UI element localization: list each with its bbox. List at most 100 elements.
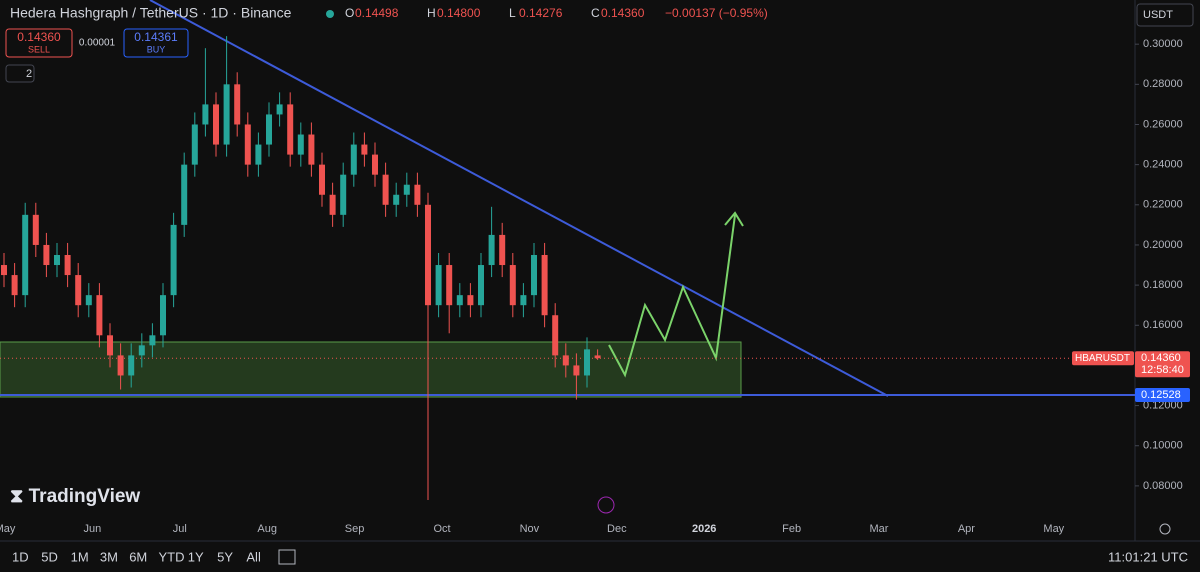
- sell-label: SELL: [28, 44, 50, 54]
- range-button[interactable]: 1M: [71, 549, 89, 564]
- candle-body: [191, 124, 198, 165]
- candle-body: [520, 295, 527, 306]
- y-tick-label: 0.28000: [1143, 78, 1183, 90]
- x-tick-label: Apr: [958, 523, 975, 535]
- x-tick-label: 2026: [692, 523, 716, 535]
- candle-body: [244, 124, 251, 165]
- spread: 0.00001: [79, 38, 116, 49]
- candle-body: [138, 345, 145, 356]
- candle-body: [488, 234, 495, 266]
- candle-body: [340, 174, 347, 215]
- ohlc-value: 0.14498: [355, 6, 399, 20]
- y-tick-label: 0.18000: [1143, 279, 1183, 291]
- ohlc-key: C: [591, 6, 600, 20]
- range-button[interactable]: All: [246, 549, 261, 564]
- y-tick-label: 0.10000: [1143, 440, 1183, 452]
- candle-body: [594, 355, 601, 359]
- watermark-text: TradingView: [29, 486, 141, 507]
- candle-body: [456, 295, 463, 306]
- candle-body: [573, 365, 580, 376]
- candle-body: [478, 265, 484, 306]
- clock: 11:01:21 UTC: [1108, 549, 1188, 564]
- ohlc-key: H: [427, 6, 436, 20]
- candle-body: [202, 104, 209, 125]
- range-button[interactable]: YTD: [159, 549, 185, 564]
- candle-body: [181, 164, 188, 225]
- y-tick-label: 0.20000: [1143, 239, 1183, 251]
- buy-label: BUY: [147, 44, 166, 54]
- candle-body: [149, 335, 156, 346]
- currency-button[interactable]: [1136, 3, 1194, 27]
- candle-body: [584, 349, 590, 376]
- candle-body: [446, 265, 453, 306]
- candle-body: [1, 265, 7, 276]
- candle-body: [531, 254, 537, 296]
- candle-body: [297, 134, 304, 155]
- candle-body: [329, 194, 336, 215]
- candle-body: [350, 144, 357, 175]
- candle-body: [170, 224, 177, 296]
- candle-body: [11, 275, 18, 296]
- range-button[interactable]: 3M: [100, 549, 118, 564]
- candle-body: [255, 144, 262, 165]
- sell-button[interactable]: [5, 28, 73, 58]
- projection-arrow: [724, 211, 744, 227]
- y-tick-label: 0.16000: [1143, 319, 1183, 331]
- candle-body: [403, 184, 410, 195]
- candle-body: [372, 154, 378, 175]
- candle-body: [160, 295, 166, 336]
- candle-body: [552, 315, 559, 356]
- range-button[interactable]: 1Y: [188, 549, 204, 564]
- ohlc-value: 0.14276: [519, 6, 563, 20]
- range-button[interactable]: 5Y: [217, 549, 233, 564]
- events-icon[interactable]: [597, 496, 615, 514]
- candle-body: [22, 214, 29, 296]
- candle-body: [308, 134, 315, 165]
- candle-body: [382, 174, 389, 205]
- candle-body: [562, 355, 569, 366]
- candle-body: [96, 295, 103, 336]
- candle-body: [32, 214, 39, 245]
- range-button[interactable]: 5D: [41, 549, 58, 564]
- y-tick-label: 0.30000: [1143, 38, 1183, 50]
- support-label: 0.12528: [1141, 389, 1181, 401]
- date-range-icon[interactable]: [278, 549, 296, 565]
- candle-body: [54, 254, 60, 266]
- candle-body: [414, 184, 421, 205]
- symbol-tag: [1072, 351, 1134, 366]
- support-tag: [1135, 387, 1190, 402]
- x-tick-label: May: [1043, 523, 1064, 535]
- y-tick-label: 0.12000: [1143, 399, 1183, 411]
- candle-body: [117, 355, 124, 376]
- candle-body: [425, 204, 431, 306]
- candle-body: [43, 244, 50, 266]
- trend-line: [149, 0, 889, 397]
- candle-body: [319, 164, 325, 195]
- last-price-tag: [1135, 351, 1190, 378]
- buy-button[interactable]: [123, 28, 189, 58]
- settings-icon[interactable]: [1159, 523, 1171, 535]
- candle-body: [276, 104, 283, 115]
- ohlc-key: O: [345, 6, 354, 20]
- y-tick-label: 0.22000: [1143, 199, 1183, 211]
- x-tick-label: Sep: [345, 523, 365, 535]
- indicator-toggle[interactable]: [5, 64, 35, 83]
- candle-body: [509, 265, 516, 306]
- candle-body: [467, 295, 474, 306]
- last-price-label: 0.14360: [1141, 352, 1181, 364]
- candle-body: [435, 265, 442, 306]
- symbol-tag-text: HBARUSDT: [1075, 353, 1130, 364]
- range-button[interactable]: 1D: [12, 549, 29, 564]
- indicator-count: 2: [26, 68, 32, 80]
- x-tick-label: Nov: [520, 523, 540, 535]
- candle-body: [75, 275, 82, 306]
- watermark: ⧗ TradingView: [10, 486, 140, 507]
- y-tick-label: 0.26000: [1143, 118, 1183, 130]
- x-tick-label: Dec: [607, 523, 627, 535]
- sell-price: 0.14360: [17, 30, 61, 44]
- range-button[interactable]: 6M: [129, 549, 147, 564]
- candle-body: [266, 114, 272, 145]
- countdown: 12:58:40: [1141, 364, 1184, 376]
